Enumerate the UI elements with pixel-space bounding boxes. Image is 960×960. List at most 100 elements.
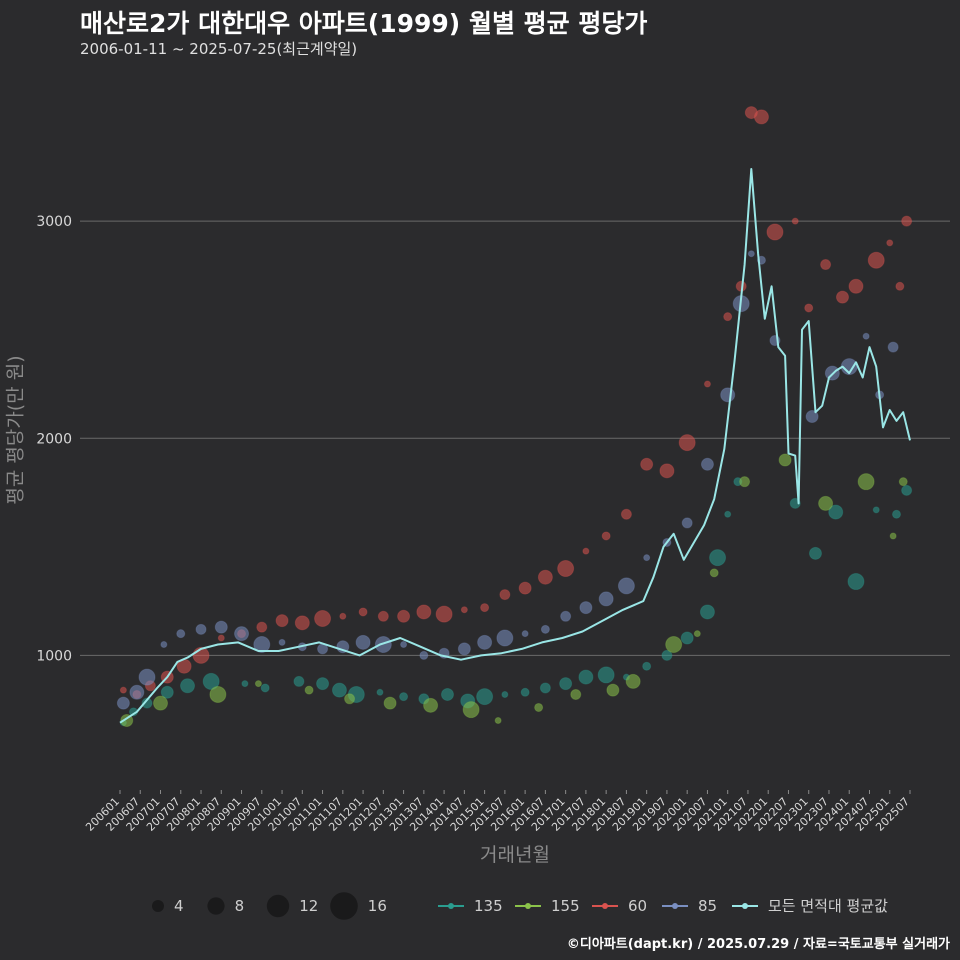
point-60 xyxy=(601,531,611,541)
point-60 xyxy=(557,560,575,578)
point-85 xyxy=(457,642,471,656)
legend-size-label: 8 xyxy=(235,897,245,915)
chart-subtitle: 2006-01-11 ~ 2025-07-25(최근계약일) xyxy=(80,40,358,58)
point-155 xyxy=(693,630,701,638)
point-85 xyxy=(805,410,819,424)
point-155 xyxy=(423,697,439,713)
point-135 xyxy=(440,687,454,701)
point-85 xyxy=(862,332,870,340)
point-85 xyxy=(253,636,271,654)
point-155 xyxy=(739,476,751,488)
point-60 xyxy=(620,508,632,520)
point-135 xyxy=(180,678,196,694)
point-135 xyxy=(293,675,305,687)
point-60 xyxy=(294,615,310,631)
point-135 xyxy=(202,672,220,690)
point-85 xyxy=(720,387,736,403)
point-60 xyxy=(867,251,885,269)
point-135 xyxy=(476,688,494,706)
point-155 xyxy=(462,701,480,719)
legend-key-dot xyxy=(672,903,678,909)
point-135 xyxy=(331,682,347,698)
point-60 xyxy=(835,290,849,304)
point-155 xyxy=(898,477,908,487)
y-tick-label: 2000 xyxy=(36,431,72,447)
point-60 xyxy=(397,609,411,623)
point-85 xyxy=(400,641,408,649)
point-135 xyxy=(578,669,594,685)
legend-size-label: 4 xyxy=(174,897,184,915)
legend-label-모든 면적대 평균값: 모든 면적대 평균값 xyxy=(768,897,888,915)
point-85 xyxy=(521,630,529,638)
x-axis-label: 거래년월 xyxy=(480,844,550,866)
legend-key-dot xyxy=(742,903,748,909)
y-tick-labels: 1000 2000 3000 xyxy=(36,214,72,664)
point-85 xyxy=(496,629,514,647)
point-85 xyxy=(214,620,228,634)
point-155 xyxy=(665,636,683,654)
point-60 xyxy=(804,303,814,313)
legend-size-circle xyxy=(330,892,358,920)
point-60 xyxy=(416,604,432,620)
point-60 xyxy=(537,569,553,585)
point-135 xyxy=(828,504,844,520)
point-85 xyxy=(355,634,371,650)
point-85 xyxy=(579,601,593,615)
point-135 xyxy=(376,688,384,696)
point-135 xyxy=(901,484,913,496)
point-135 xyxy=(724,510,732,518)
point-85 xyxy=(374,636,392,654)
average-line-layer xyxy=(119,168,911,724)
point-85 xyxy=(419,650,429,660)
point-135 xyxy=(597,666,615,684)
point-135 xyxy=(520,687,530,697)
point-60 xyxy=(753,109,769,125)
point-60 xyxy=(791,217,799,225)
point-135 xyxy=(260,683,270,693)
point-60 xyxy=(460,606,468,614)
point-85 xyxy=(747,250,755,258)
point-60 xyxy=(499,589,511,601)
point-85 xyxy=(278,638,286,646)
point-60 xyxy=(275,614,289,628)
legend-size-circle xyxy=(152,900,164,912)
legend: 4 8 12 16 135 155 60 85 모든 면적대 평균값 xyxy=(152,892,888,920)
legend-key-dot xyxy=(525,903,531,909)
point-155 xyxy=(209,685,227,703)
point-60 xyxy=(582,547,590,555)
point-135 xyxy=(241,680,249,688)
point-155 xyxy=(534,702,544,712)
point-60 xyxy=(119,686,127,694)
point-155 xyxy=(383,696,397,710)
grid-lines xyxy=(80,220,950,656)
point-135 xyxy=(642,661,652,671)
point-60 xyxy=(480,603,490,613)
legend-size-circle xyxy=(207,897,225,915)
legend-label-60: 60 xyxy=(628,897,647,915)
point-60 xyxy=(703,380,711,388)
point-60 xyxy=(820,259,832,271)
point-155 xyxy=(709,568,719,578)
point-155 xyxy=(778,453,792,467)
point-135 xyxy=(501,690,509,698)
point-135 xyxy=(872,506,880,514)
point-135 xyxy=(699,604,715,620)
point-85 xyxy=(116,696,130,710)
point-60 xyxy=(678,434,696,452)
y-tick-label: 1000 xyxy=(36,648,72,664)
y-tick-label: 3000 xyxy=(36,214,72,230)
point-60 xyxy=(766,223,784,241)
point-155 xyxy=(304,685,314,695)
scatter-points xyxy=(116,106,913,728)
point-135 xyxy=(891,509,901,519)
point-60 xyxy=(256,621,268,633)
point-155 xyxy=(254,680,262,688)
point-60 xyxy=(358,607,368,617)
point-85 xyxy=(195,623,207,635)
point-135 xyxy=(399,692,409,702)
point-85 xyxy=(643,554,651,562)
point-135 xyxy=(539,682,551,694)
point-85 xyxy=(681,517,693,529)
point-85 xyxy=(160,641,168,649)
